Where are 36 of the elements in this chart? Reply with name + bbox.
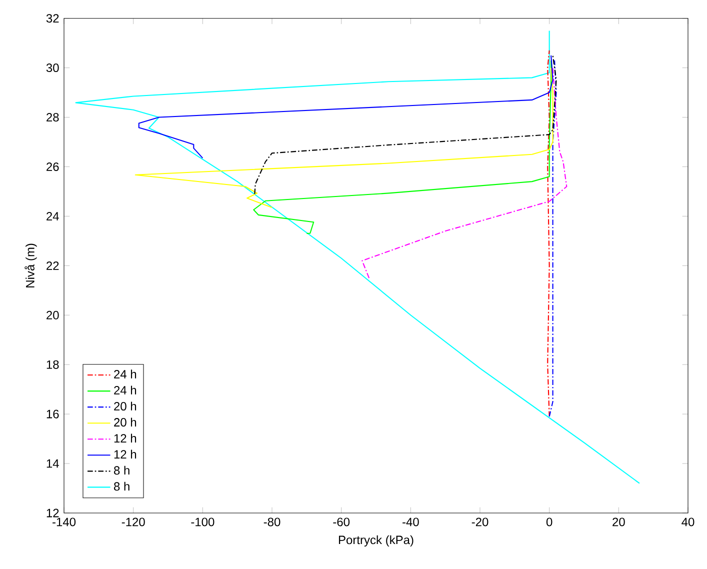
legend-label: 20 h xyxy=(114,402,136,411)
y-tick-label: 28 xyxy=(46,113,59,122)
x-tick-label: -100 xyxy=(191,518,214,526)
y-tick-label: 18 xyxy=(46,360,59,369)
line-series xyxy=(362,67,568,279)
line-series xyxy=(134,67,554,208)
y-tick-label: 24 xyxy=(46,212,59,220)
x-axis-title: Portryck (kPa) xyxy=(338,535,414,547)
y-tick-label: 32 xyxy=(46,14,59,23)
y-tick-label: 12 xyxy=(46,508,59,518)
x-tick-label: -120 xyxy=(122,518,145,526)
legend-label: 12 h xyxy=(114,434,136,442)
y-tick-label: 16 xyxy=(46,410,59,418)
legend-label: 24 h xyxy=(114,370,136,378)
x-tick-label: -140 xyxy=(52,518,76,526)
legend-label: 8 h xyxy=(114,466,130,475)
legend-label: 20 h xyxy=(114,418,136,427)
x-tick-label: -80 xyxy=(264,518,280,526)
x-tick-label: -20 xyxy=(472,518,488,526)
x-tick-label: 0 xyxy=(546,518,552,526)
y-tick-label: 20 xyxy=(46,310,59,320)
x-tick-label: -40 xyxy=(402,518,419,526)
line-series xyxy=(253,60,552,234)
x-tick-label: -60 xyxy=(333,518,350,526)
line-series xyxy=(547,50,550,418)
x-tick-label: 20 xyxy=(612,518,625,526)
line-series xyxy=(254,54,557,194)
legend-label: 8 h xyxy=(114,482,130,491)
y-tick-label: 14 xyxy=(46,459,59,468)
y-tick-label: 26 xyxy=(46,162,59,171)
y-axis-title: Nivå (m) xyxy=(24,244,37,288)
legend-label: 24 h xyxy=(114,386,136,394)
legend-label: 12 h xyxy=(114,450,136,459)
y-tick-label: 30 xyxy=(46,64,59,72)
x-tick-label: 40 xyxy=(682,518,694,526)
y-tick-label: 22 xyxy=(46,261,59,270)
